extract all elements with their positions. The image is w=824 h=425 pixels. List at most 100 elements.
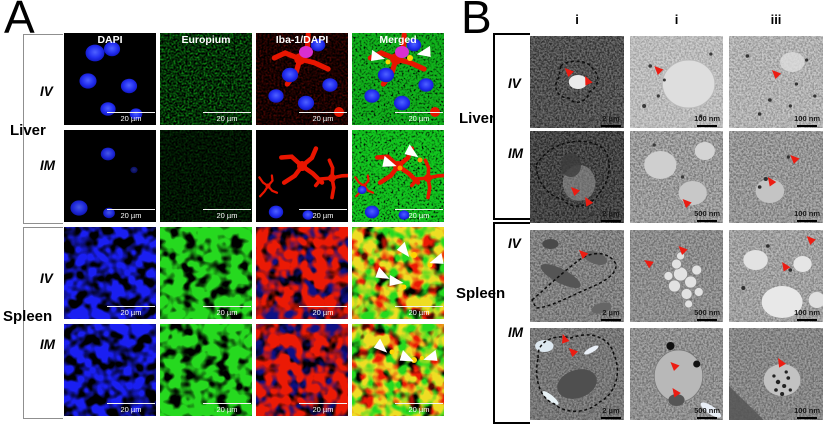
scale-bar-line [107, 305, 155, 307]
micrograph-liver-iv-merged: Merged 20 µm [352, 33, 444, 125]
group-label-liver-a: Liver [10, 122, 46, 139]
scale-bar: 20 µm [299, 402, 347, 414]
em-liver-iv-ii: 100 nm [630, 36, 723, 128]
scale-bar-line [203, 402, 251, 404]
scale-bar: 2 µm [601, 210, 621, 222]
em-column-header-iii: iii [770, 12, 782, 27]
pale-gap [535, 340, 554, 352]
scale-bar: 500 nm [694, 407, 720, 419]
red-blob-texture [352, 227, 444, 319]
scale-bar-label: 20 µm [120, 114, 142, 123]
em-image [630, 328, 723, 420]
dark-corner [729, 386, 764, 420]
em-image [729, 36, 823, 128]
vesicle-cluster [663, 251, 704, 309]
blue-blob-texture [64, 227, 156, 319]
em-image [630, 131, 723, 223]
scale-bar-label: 20 µm [216, 114, 238, 123]
spleen-bracket-a [23, 227, 63, 419]
scale-bar-line [601, 125, 621, 127]
spleen-bracket-b [493, 222, 530, 424]
scale-bar-line [203, 111, 251, 113]
scale-bar-label: 500 nm [694, 209, 720, 219]
scale-bar-label: 20 µm [312, 114, 334, 123]
pale-region [755, 179, 785, 203]
micrograph-spleen-im-iba1: 20 µm [256, 324, 348, 416]
scale-bar: 20 µm [107, 208, 155, 220]
scale-bar-label: 20 µm [312, 211, 334, 220]
scale-bar-label: 2 µm [602, 406, 620, 416]
em-image [729, 131, 823, 223]
em-spleen-iv-iii: 100 nm [729, 230, 823, 322]
route-label-a-liver-iv: IV [40, 84, 53, 99]
scale-bar-label: 20 µm [408, 211, 430, 220]
scale-bar: 20 µm [203, 111, 251, 123]
micrograph-spleen-im-dapi: 20 µm [64, 324, 156, 416]
scale-bar-line [107, 208, 155, 210]
em-spleen-im-iii: 100 nm [729, 328, 823, 420]
em-image [530, 230, 624, 322]
em-spleen-im-ii: 500 nm [630, 328, 723, 420]
scale-bar-label: 100 nm [794, 406, 820, 416]
green-blob-texture [160, 324, 252, 416]
dapi-image [64, 227, 156, 319]
group-label-spleen-b: Spleen [456, 285, 506, 302]
scale-bar: 20 µm [203, 402, 251, 414]
channel-header: Merged [379, 34, 417, 46]
pale-regions [644, 142, 715, 205]
dapi-image [64, 324, 156, 416]
scale-bar-line [395, 305, 443, 307]
liver-bracket-b [493, 33, 530, 220]
red-blob-texture [256, 227, 348, 319]
micrograph-liver-im-europium: 20 µm [160, 130, 252, 222]
liver-bracket-a [23, 34, 63, 224]
europium-image [160, 33, 252, 125]
europium-image [160, 324, 252, 416]
scale-bar-line [107, 402, 155, 404]
em-column-header-i: i [575, 12, 579, 27]
colocalization-spots [389, 349, 424, 363]
overlap-nucleus [299, 46, 313, 58]
em-liver-iv-iii: 100 nm [729, 36, 823, 128]
cell-outline-dashed [535, 334, 619, 412]
cell-nucleus [557, 369, 597, 399]
red-blob-texture [352, 324, 444, 416]
scale-bar-label: 100 nm [794, 209, 820, 219]
scale-bar: 100 nm [694, 115, 720, 127]
colocalization-spots [397, 157, 423, 171]
blue-blob-texture [64, 324, 156, 416]
scale-bar-line [395, 111, 443, 113]
europium-image [160, 130, 252, 222]
micrograph-liver-im-dapi: 20 µm [64, 130, 156, 222]
micrograph-spleen-im-merged: 20 µm [352, 324, 444, 416]
nanoparticles [745, 54, 817, 116]
scale-bar-line [299, 111, 347, 113]
nanoparticles [652, 143, 685, 179]
scale-bar-line [601, 220, 621, 222]
iba1-image [256, 33, 348, 125]
route-label-b-spleen-im: IM [508, 325, 523, 340]
scale-bar-line [299, 305, 347, 307]
scale-bar-line [299, 208, 347, 210]
scale-bar-label: 20 µm [312, 405, 334, 414]
nanoparticles [642, 52, 713, 118]
em-liver-im-ii: 500 nm [630, 131, 723, 223]
em-spleen-im-i: 2 µm [530, 328, 624, 420]
scale-bar: 20 µm [203, 208, 251, 220]
scale-bar: 20 µm [395, 305, 443, 317]
em-grain-texture [729, 36, 823, 128]
scale-bar-label: 2 µm [602, 308, 620, 318]
em-image [530, 131, 624, 223]
em-liver-iv-i: 2 µm [530, 36, 624, 128]
vesicles [743, 250, 823, 318]
scale-bar-label: 20 µm [408, 308, 430, 317]
green-blob-texture [160, 227, 252, 319]
micrograph-spleen-iv-europium: 20 µm [160, 227, 252, 319]
scale-bar-line [697, 125, 718, 127]
em-liver-im-iii: 100 nm [729, 131, 823, 223]
scale-bar: 20 µm [299, 305, 347, 317]
pale-region [763, 364, 801, 396]
scale-bar-label: 500 nm [694, 308, 720, 318]
route-label-b-spleen-iv: IV [508, 236, 521, 251]
